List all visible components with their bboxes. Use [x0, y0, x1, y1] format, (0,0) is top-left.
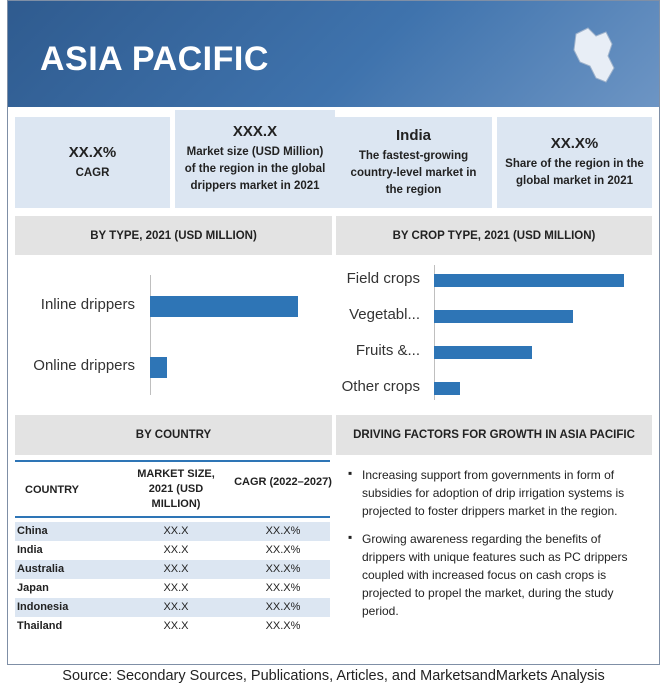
- table-cell: XX.X: [163, 544, 189, 556]
- column-header: MARKET SIZE, 2021 (USD MILLION): [137, 468, 215, 510]
- factor-text: Growing awareness regarding the benefits…: [362, 532, 628, 618]
- stat-value: XX.X%: [550, 135, 599, 152]
- table-row: Japan XX.X XX.X%: [15, 579, 330, 598]
- table-cell: XX.X: [163, 563, 189, 575]
- table-cell: XX.X%: [265, 620, 301, 632]
- bar: [150, 356, 167, 378]
- table-cell: Japan: [17, 582, 49, 594]
- table-cell: Indonesia: [17, 601, 69, 613]
- category-label: Online drippers: [33, 357, 135, 374]
- factor-text: Increasing support from governments in f…: [362, 468, 625, 518]
- category-label: Field crops: [346, 270, 420, 287]
- table-rule: [15, 516, 330, 518]
- stat-value: XX.X%: [68, 143, 117, 161]
- section-header: BY COUNTRY: [15, 415, 332, 455]
- header-title: ASIA PACIFIC: [40, 40, 269, 78]
- table-cell: XX.X%: [265, 544, 301, 556]
- section-header: BY TYPE, 2021 (USD MILLION): [15, 216, 332, 255]
- section-header: DRIVING FACTORS FOR GROWTH IN ASIA PACIF…: [336, 415, 652, 455]
- section-header: BY CROP TYPE, 2021 (USD MILLION): [336, 216, 652, 255]
- table-rule: [15, 460, 330, 462]
- table-cell: India: [17, 544, 43, 556]
- stat-box: XXX.X Market size (USD Million) of the re…: [175, 110, 335, 208]
- table-row: China XX.X XX.X%: [15, 522, 330, 541]
- bar: [434, 345, 532, 359]
- table-cell: XX.X: [163, 601, 189, 613]
- table-cell: Australia: [17, 563, 65, 575]
- stat-box: India The fastest-growing country-level m…: [335, 117, 492, 208]
- table-cell: XX.X%: [265, 582, 301, 594]
- table-cell: China: [17, 525, 48, 537]
- stat-box: XX.X% CAGR: [15, 117, 170, 208]
- table-cell: XX.X%: [265, 601, 301, 613]
- category-label: Fruits &...: [355, 342, 420, 359]
- bullet: ▪: [348, 466, 353, 480]
- map-icon: [573, 27, 615, 83]
- table-cell: XX.X: [163, 525, 189, 537]
- map-shape: [573, 27, 615, 83]
- header-band: [8, 1, 659, 107]
- stat-value: India: [395, 126, 431, 144]
- table-cell: Thailand: [17, 620, 63, 632]
- bullet: ▪: [348, 530, 353, 544]
- column-header: COUNTRY: [25, 484, 79, 496]
- frame: [7, 0, 660, 665]
- category-label: Vegetabl...: [349, 306, 420, 323]
- table-cell: XX.X: [163, 620, 189, 632]
- bar: [434, 273, 624, 287]
- bar: [150, 295, 298, 317]
- category-label: Inline drippers: [40, 296, 135, 313]
- bar: [434, 309, 573, 323]
- axis-line: [150, 275, 151, 395]
- table-cell: XX.X%: [265, 563, 301, 575]
- table-row: Australia XX.X XX.X%: [15, 560, 330, 579]
- category-label: Other crops: [341, 378, 420, 395]
- table-cell: XX.X: [163, 582, 189, 594]
- stat-label: Share of the region in the global market…: [505, 158, 644, 187]
- column-header: CAGR (2022–2027): [234, 476, 332, 488]
- stat-label: CAGR: [75, 166, 110, 179]
- stat-box: XX.X% Share of the region in the global m…: [497, 117, 652, 208]
- source-note: Source: Secondary Sources, Publications,…: [62, 668, 605, 684]
- axis-line: [434, 265, 435, 400]
- bar: [434, 381, 460, 395]
- table-row: Indonesia XX.X XX.X%: [15, 598, 330, 617]
- stat-value: XXX.X: [232, 123, 278, 140]
- stat-label: Market size (USD Million) of the region …: [184, 146, 326, 192]
- table-cell: XX.X%: [265, 525, 301, 537]
- stat-label: The fastest-growing country-level market…: [350, 149, 477, 196]
- table-row: Thailand XX.X XX.X%: [15, 617, 330, 636]
- table-row: India XX.X XX.X%: [15, 541, 330, 560]
